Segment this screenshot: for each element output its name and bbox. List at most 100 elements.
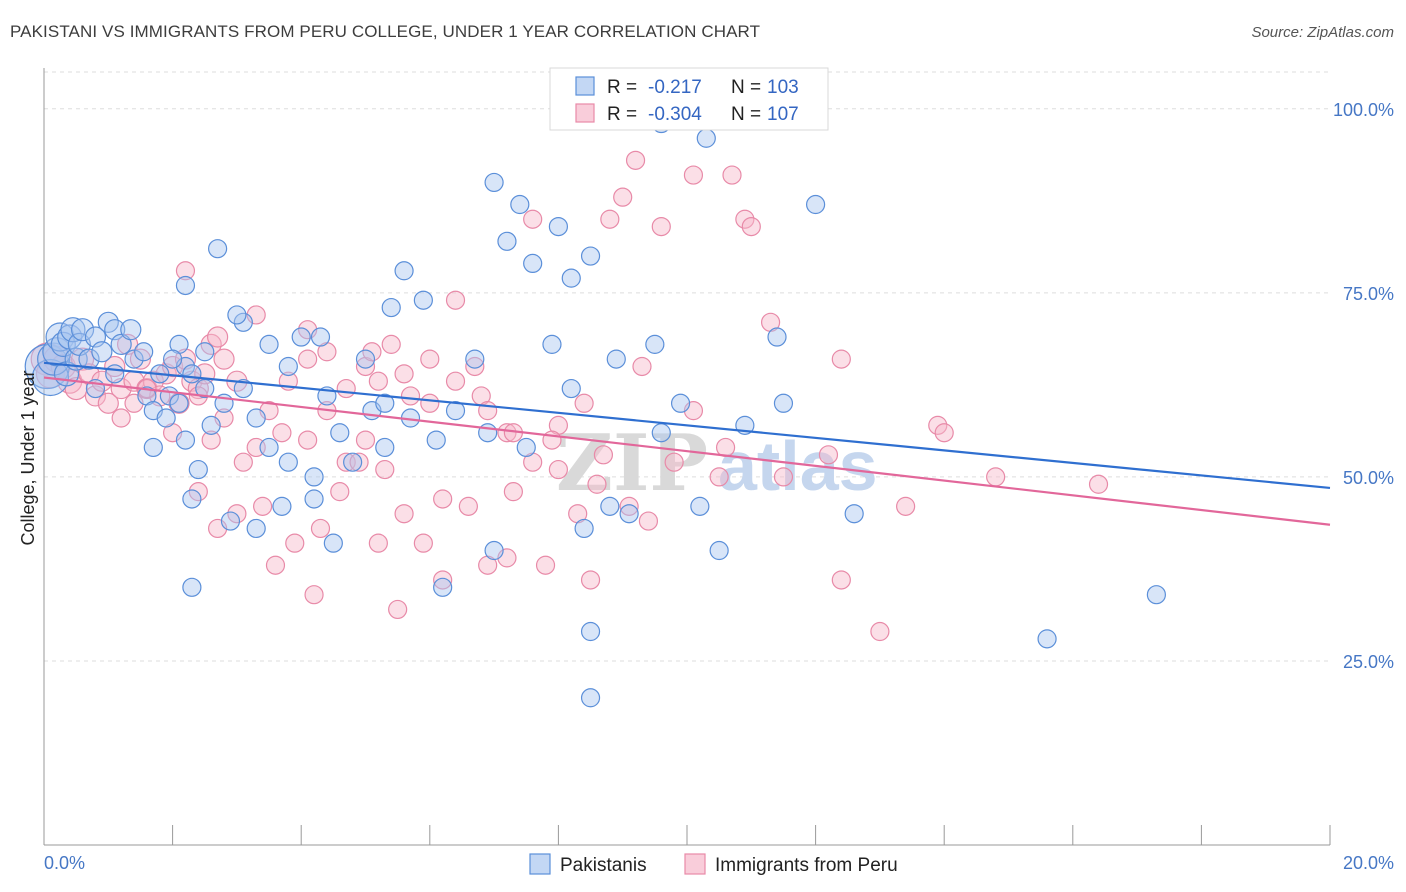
peru-point [285, 533, 305, 553]
pakistani-point [78, 348, 100, 370]
pakistani-point [561, 378, 581, 399]
source-label: Source: ZipAtlas.com [1251, 24, 1394, 41]
peru-point [400, 386, 421, 406]
peru-point [587, 474, 607, 494]
pakistani-point [773, 393, 794, 413]
pakistani-point [381, 297, 401, 318]
peru-point [735, 209, 755, 229]
peru-point [870, 621, 890, 642]
pakistani-point [182, 489, 202, 509]
peru-point [619, 496, 639, 516]
legend-swatch-peru [575, 103, 595, 123]
pakistani-point [413, 290, 433, 310]
peru-point [632, 356, 652, 377]
pakistani-point [201, 415, 221, 435]
legend-swatch-pakistani [575, 76, 595, 96]
pakistani-point [246, 518, 266, 539]
tick-labels: 25.0% 50.0% 75.0% 100.0% 0.0% 20.0% [44, 100, 1394, 873]
y-axis-label: College, Under 1 year [18, 370, 38, 545]
pakistani-point [516, 437, 536, 458]
peru-point [253, 496, 273, 516]
peru-point [818, 445, 839, 465]
peru-point [272, 423, 292, 443]
pakistani-point [445, 401, 466, 421]
peru-point [265, 555, 286, 575]
series-legend: Pakistanis Immigrants from Peru [529, 853, 898, 876]
legend-r-label: R = [607, 77, 637, 98]
peru-point [503, 482, 523, 502]
peru-point [111, 408, 131, 428]
y-tick-label: 25.0% [1343, 652, 1394, 672]
peru-trend-line [43, 376, 1331, 526]
pakistani-point [394, 261, 414, 281]
pakistani-point [208, 239, 228, 259]
pakistani-point [1146, 585, 1166, 605]
peru-point [394, 504, 414, 524]
pakistani-point [323, 533, 343, 553]
pakistani-point [523, 253, 543, 274]
pakistani-point [291, 327, 311, 347]
pakistani-point [690, 496, 710, 516]
pakistani-point [169, 393, 189, 413]
pakistani-point [561, 268, 581, 288]
pakistani-point [805, 194, 826, 215]
y-tick-label: 75.0% [1343, 284, 1394, 304]
pakistani-point [259, 437, 279, 458]
legend-n-value: 103 [767, 77, 799, 98]
peru-point [70, 347, 95, 371]
pakistani-point [651, 423, 671, 443]
peru-point [362, 342, 382, 362]
pakistani-point [484, 172, 504, 193]
pakistani-point [580, 621, 601, 642]
pakistani-point [163, 349, 183, 369]
pakistani-point [497, 231, 517, 251]
peru-point [394, 364, 414, 384]
pakistani-point [110, 333, 132, 355]
peru-point [445, 371, 466, 391]
peru-point [831, 349, 851, 369]
pakistani-point [542, 334, 562, 354]
pakistani-point [426, 430, 446, 450]
pakistani-point [574, 518, 594, 539]
peru-point [227, 504, 247, 524]
pakistani-point [310, 327, 331, 347]
peru-point [831, 570, 851, 590]
pakistani-point [580, 246, 601, 266]
peru-point [388, 599, 408, 620]
legend-r-label: R = [607, 104, 637, 125]
peru-point [664, 452, 684, 472]
pakistani-point [272, 496, 292, 516]
pakistani-point [696, 128, 716, 148]
peru-point [638, 511, 659, 531]
pakistani-point [246, 408, 266, 428]
peru-point [298, 349, 318, 369]
pakistani-point [330, 423, 350, 443]
chart-title: PAKISTANI VS IMMIGRANTS FROM PERU COLLEG… [10, 22, 761, 41]
peru-point [188, 482, 208, 502]
peru-point [542, 430, 562, 450]
pakistani-point [375, 437, 395, 458]
peru-point [381, 334, 401, 354]
peru-point [368, 371, 388, 391]
peru-point [213, 348, 235, 370]
peru-point [773, 467, 794, 487]
peru-point [896, 496, 916, 516]
peru-point [1088, 474, 1109, 494]
pakistani-point [278, 452, 298, 472]
pakistani-point [343, 452, 363, 472]
pakistani-point [619, 504, 639, 524]
peru-point [104, 355, 126, 378]
pakistani-point [355, 349, 376, 369]
correlation-legend: R = -0.217 N = 103 R = -0.304 N = 107 [549, 67, 829, 131]
legend-swatch-immigrants-peru [684, 853, 706, 875]
peru-point [651, 217, 671, 237]
peru-point [535, 555, 556, 575]
peru-point [458, 496, 478, 516]
pakistani-point [195, 342, 215, 362]
peru-point [310, 518, 331, 539]
pakistani-point [600, 496, 620, 516]
pakistani-point [645, 334, 665, 354]
pakistani-point [182, 364, 202, 384]
pakistani-point [91, 341, 113, 363]
x-tick-label: 20.0% [1343, 853, 1394, 873]
